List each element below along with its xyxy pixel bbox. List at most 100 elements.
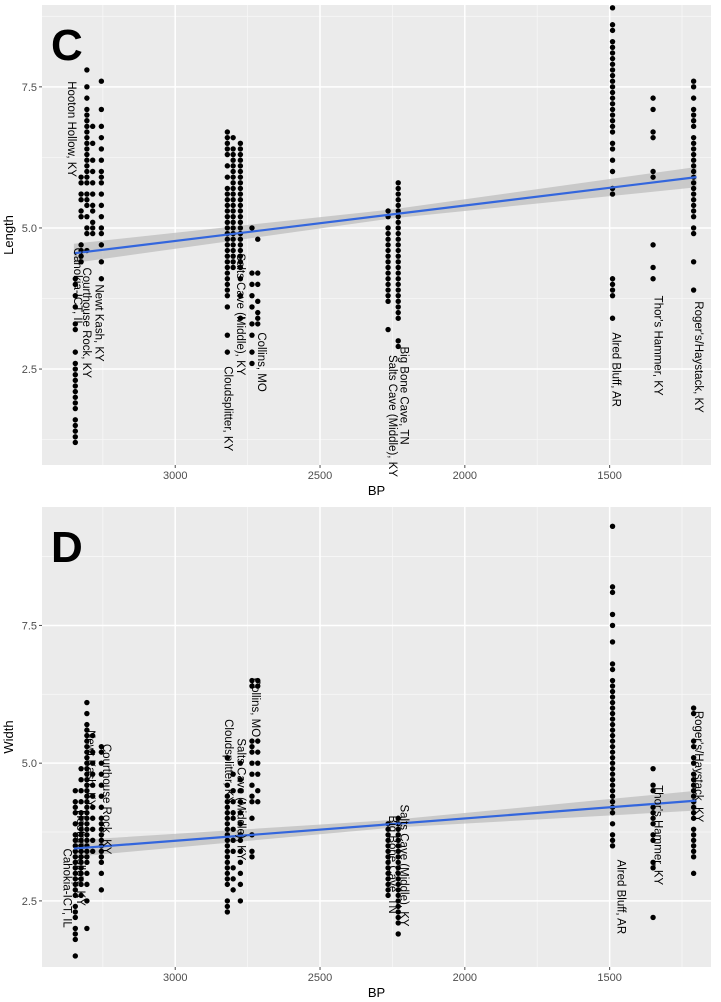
- panel-c-data-point: [230, 213, 236, 220]
- panel-c-data-point: [78, 208, 84, 214]
- panel-c-data-point: [690, 168, 697, 175]
- panel-d-data-point: [249, 771, 255, 777]
- panel-c-data-point: [224, 213, 231, 220]
- panel-c-data-point: [224, 219, 231, 226]
- panel-c-panel-letter: C: [51, 21, 83, 70]
- panel-d-data-point: [78, 854, 84, 860]
- panel-c-data-point: [237, 163, 244, 169]
- panel-c-data-point: [395, 247, 401, 254]
- panel-d-data-point: [84, 754, 90, 761]
- panel-c-data-point: [224, 236, 231, 242]
- panel-c-data-point: [72, 388, 79, 395]
- panel-d-data-point: [385, 826, 391, 832]
- panel-c-data-point: [237, 213, 244, 220]
- panel-d-data-point: [609, 749, 616, 755]
- panel-d-data-point: [690, 743, 697, 750]
- panel-d-data-point: [89, 837, 96, 843]
- panel-d-data-point: [78, 892, 84, 899]
- panel-c-data-point: [255, 321, 261, 327]
- panel-d-data-point: [690, 771, 697, 777]
- panel-c-data-point: [72, 434, 79, 440]
- panel-d-data-point: [395, 865, 401, 871]
- panel-d-data-point: [84, 738, 90, 744]
- panel-d-data-point: [84, 870, 90, 877]
- panel-c-data-point: [385, 264, 391, 271]
- panel-c-data-point: [224, 276, 231, 282]
- panel-d-data-point: [84, 743, 90, 750]
- panel-c-data-point: [609, 106, 616, 113]
- panel-c-data-point: [72, 276, 79, 282]
- panel-c-data-point: [72, 366, 79, 372]
- panel-d-data-point: [650, 914, 656, 921]
- panel-d-data-point: [98, 815, 105, 821]
- panel-d-data-point: [72, 804, 79, 810]
- panel-c-data-point: [385, 292, 391, 299]
- panel-c-data-point: [650, 129, 656, 135]
- panel-d-data-point: [230, 848, 236, 855]
- panel-c-data-point: [395, 180, 401, 186]
- panel-d-data-point: [84, 881, 90, 888]
- panel-c-data-point: [690, 259, 697, 265]
- panel-d-data-point: [395, 903, 401, 910]
- panel-d-data-point: [72, 925, 79, 932]
- panel-c-data-point: [249, 349, 255, 355]
- panel-d-data-point: [98, 832, 105, 838]
- panel-d-data-point: [230, 887, 236, 893]
- panel-c-data-point: [395, 343, 401, 350]
- panel-d-data-point: [690, 776, 697, 783]
- panel-d-data-point: [237, 788, 244, 794]
- panel-d-data-point: [650, 765, 656, 772]
- panel-d-data-point: [690, 832, 697, 838]
- panel-c-data-point: [224, 146, 231, 152]
- panel-c-data-point: [395, 219, 401, 226]
- panel-c-data-point: [609, 22, 616, 28]
- panel-c-data-point: [224, 191, 231, 197]
- panel-c-data-point: [98, 225, 105, 231]
- panel-d-data-point: [72, 953, 79, 959]
- panel-d-data-point: [78, 765, 84, 772]
- panel-c-data-point: [609, 50, 616, 56]
- panel-c-data-point: [650, 276, 656, 282]
- panel-c-data-point: [98, 242, 105, 248]
- panel-c-data-point: [690, 123, 697, 130]
- panel-d-data-point: [72, 909, 79, 915]
- panel-c-data-point: [650, 168, 656, 175]
- panel-d-data-point: [690, 843, 697, 849]
- panel-d-site-label: Collins, MO: [249, 678, 261, 737]
- panel-c-data-point: [609, 168, 616, 175]
- panel-c-data-point: [72, 417, 79, 423]
- panel-d-data-point: [609, 699, 616, 706]
- panel-d-data-point: [230, 837, 236, 843]
- panel-c-data-point: [237, 276, 244, 282]
- panel-c-data-point: [224, 134, 231, 141]
- panel-c-data-point: [237, 259, 244, 265]
- panel-c-data-point: [98, 230, 105, 237]
- panel-d-data-point: [84, 810, 90, 816]
- panel-d-data-point: [89, 815, 96, 821]
- panel-c-y-tick-label: 2.5: [22, 364, 37, 376]
- panel-d-site-label: Cahokia-ICT, IL: [61, 849, 73, 929]
- panel-d-data-point: [224, 870, 231, 877]
- panel-c-data-point: [98, 134, 105, 141]
- panel-d-data-point: [609, 683, 616, 689]
- panel-c-site-label: Collins, MO: [255, 332, 267, 391]
- panel-c-y-axis-title: Length: [1, 215, 16, 255]
- panel-d-data-point: [89, 826, 96, 832]
- panel-c-data-point: [690, 208, 697, 214]
- panel-c-data-point: [609, 72, 616, 79]
- panel-d-data-point: [385, 843, 391, 849]
- panel-c-data-point: [690, 146, 697, 152]
- panel-c-site-label: Cahokia-ICT, IL: [71, 248, 83, 328]
- panel-c-data-point: [237, 185, 244, 192]
- panel-c-data-point: [98, 202, 105, 209]
- panel-d-data-point: [395, 859, 401, 866]
- panel-d-data-point: [230, 865, 236, 871]
- panel-c-data-point: [237, 219, 244, 226]
- panel-d-data-point: [237, 837, 244, 843]
- panel-c: 2.5 5.0 7.5 3000 2500 2000 1500 Hooton Hollow, …: [1, 5, 711, 498]
- panel-d-data-point: [78, 859, 84, 866]
- panel-d-site-label: Courthouse Rock, KY: [100, 744, 112, 855]
- panel-c-data-point: [255, 315, 261, 321]
- panel-d-points: [72, 523, 697, 959]
- panel-d-data-point: [98, 743, 105, 750]
